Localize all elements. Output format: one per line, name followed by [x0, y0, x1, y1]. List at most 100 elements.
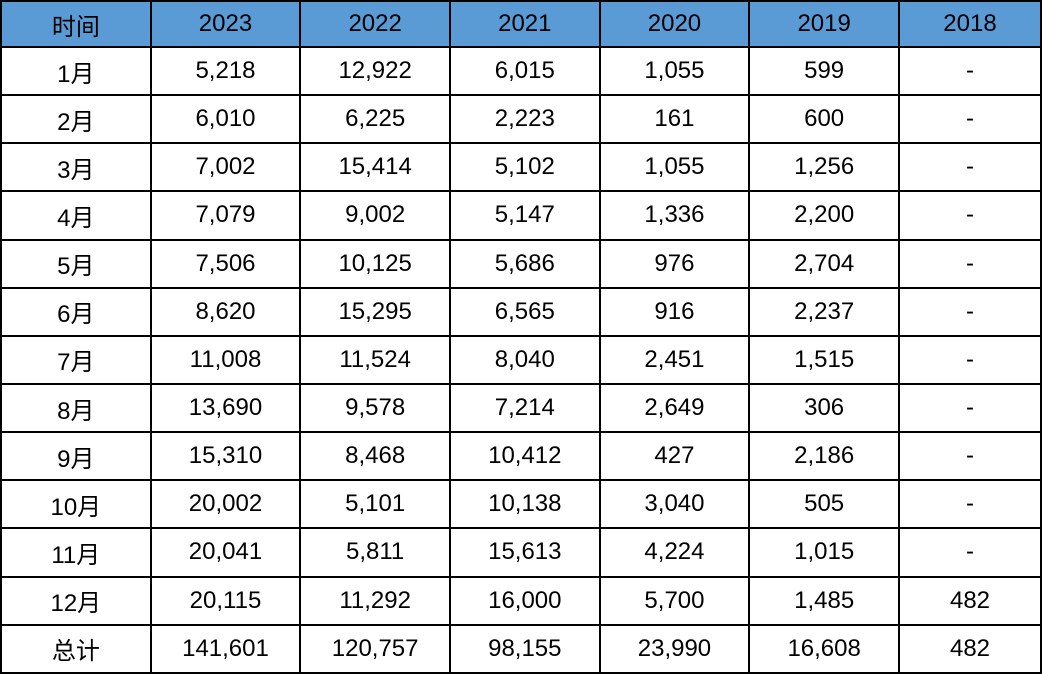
value-cell: 6,010	[149, 94, 302, 145]
table-row: 3月 7,002 15,414 5,102 1,055 1,256-	[0, 142, 1042, 193]
column-header-year-2020: 2020	[598, 0, 751, 48]
value-cell: 20,115	[149, 575, 302, 626]
row-label-cell: 10月	[0, 479, 152, 530]
value-cell: 2,200	[748, 190, 900, 241]
row-label-cell: 1月	[0, 45, 152, 97]
table-row: 10月 20,002 5,101 10,138 3,040 505-	[0, 479, 1042, 530]
value-cell: -	[898, 190, 1042, 241]
row-label-cell: 12月	[0, 575, 152, 626]
value-cell: 505	[748, 479, 900, 530]
value-cell: 2,186	[748, 431, 900, 482]
row-label-cell: 11月	[0, 527, 152, 578]
value-cell: 9,002	[299, 190, 451, 241]
column-header-year-2019: 2019	[748, 0, 900, 48]
value-cell: -	[898, 45, 1042, 97]
value-cell: 6,015	[448, 45, 601, 97]
value-cell: 4,224	[598, 527, 751, 578]
value-cell: 1,515	[748, 334, 900, 385]
value-cell: -	[898, 334, 1042, 385]
value-cell: 10,125	[299, 238, 451, 289]
table-row: 4月 7,079 9,002 5,147 1,336 2,200-	[0, 190, 1042, 241]
row-label-cell: 2月	[0, 94, 152, 145]
table-row: 5月 7,506 10,125 5,686 976 2,704-	[0, 238, 1042, 289]
column-header-year-2023: 2023	[149, 0, 302, 48]
value-cell: 1,055	[598, 45, 751, 97]
value-cell: 2,704	[748, 238, 900, 289]
value-cell: 15,414	[299, 142, 451, 193]
table-row: 2月 6,010 6,225 2,223 161 600-	[0, 94, 1042, 145]
value-cell: 20,002	[149, 479, 302, 530]
value-cell: 6,565	[448, 286, 601, 337]
value-cell: 7,002	[149, 142, 302, 193]
value-cell: 1,015	[748, 527, 900, 578]
value-cell: 15,613	[448, 527, 601, 578]
value-cell: -	[898, 94, 1042, 145]
value-cell: 98,155	[448, 623, 601, 674]
value-cell: -	[898, 431, 1042, 482]
value-cell: 2,451	[598, 334, 751, 385]
value-cell: 3,040	[598, 479, 751, 530]
table-row: 1月 5,218 12,922 6,015 1,055 599-	[0, 45, 1042, 97]
column-header-year-2018: 2018	[898, 0, 1042, 48]
value-cell: 5,102	[448, 142, 601, 193]
value-cell: 8,620	[149, 286, 302, 337]
value-cell: 427	[598, 431, 751, 482]
value-cell: 2,649	[598, 382, 751, 434]
value-cell: 10,138	[448, 479, 601, 530]
value-cell: 1,256	[748, 142, 900, 193]
table-row: 7月 11,008 11,524 8,040 2,451 1,515-	[0, 334, 1042, 385]
value-cell: 306	[748, 382, 900, 434]
value-cell: 141,601	[149, 623, 302, 674]
value-cell: 482	[898, 575, 1042, 626]
value-cell: 13,690	[149, 382, 302, 434]
value-cell: 5,700	[598, 575, 751, 626]
value-cell: 16,000	[448, 575, 601, 626]
row-label-cell: 9月	[0, 431, 152, 482]
value-cell: 2,237	[748, 286, 900, 337]
value-cell: 976	[598, 238, 751, 289]
value-cell: -	[898, 142, 1042, 193]
value-cell: 16,608	[748, 623, 900, 674]
row-label-cell: 3月	[0, 142, 152, 193]
value-cell: 8,468	[299, 431, 451, 482]
table-row: 8月 13,690 9,578 7,214 2,649 306-	[0, 382, 1042, 434]
row-label-cell: 8月	[0, 382, 152, 434]
table-row: 9月 15,310 8,468 10,412 427 2,186-	[0, 431, 1042, 482]
value-cell: 5,686	[448, 238, 601, 289]
value-cell: 20,041	[149, 527, 302, 578]
value-cell: 7,214	[448, 382, 601, 434]
value-cell: 1,485	[748, 575, 900, 626]
column-header-year-2022: 2022	[299, 0, 451, 48]
row-label-cell: 总计	[0, 623, 152, 674]
value-cell: -	[898, 286, 1042, 337]
total-row: 总计 141,601 120,757 98,155 23,990 16,608 482	[0, 623, 1042, 674]
value-cell: -	[898, 382, 1042, 434]
header-row: 时间 2023 2022 2021 2020 2019 2018	[0, 0, 1042, 48]
row-label-cell: 7月	[0, 334, 152, 385]
value-cell: 5,811	[299, 527, 451, 578]
value-cell: 7,506	[149, 238, 302, 289]
value-cell: 5,147	[448, 190, 601, 241]
value-cell: 10,412	[448, 431, 601, 482]
column-header-time: 时间	[0, 0, 152, 48]
value-cell: 916	[598, 286, 751, 337]
value-cell: 5,218	[149, 45, 302, 97]
value-cell: 161	[598, 94, 751, 145]
table-row: 11月 20,041 5,811 15,613 4,224 1,015-	[0, 527, 1042, 578]
table-row: 6月 8,620 15,295 6,565 916 2,237-	[0, 286, 1042, 337]
value-cell: 11,008	[149, 334, 302, 385]
column-header-year-2021: 2021	[448, 0, 601, 48]
value-cell: 482	[898, 623, 1042, 674]
value-cell: 11,292	[299, 575, 451, 626]
value-cell: 1,055	[598, 142, 751, 193]
row-label-cell: 4月	[0, 190, 152, 241]
value-cell: 600	[748, 94, 900, 145]
value-cell: 15,295	[299, 286, 451, 337]
value-cell: 6,225	[299, 94, 451, 145]
value-cell: 12,922	[299, 45, 451, 97]
value-cell: 1,336	[598, 190, 751, 241]
value-cell: 15,310	[149, 431, 302, 482]
value-cell: -	[898, 238, 1042, 289]
row-label-cell: 5月	[0, 238, 152, 289]
